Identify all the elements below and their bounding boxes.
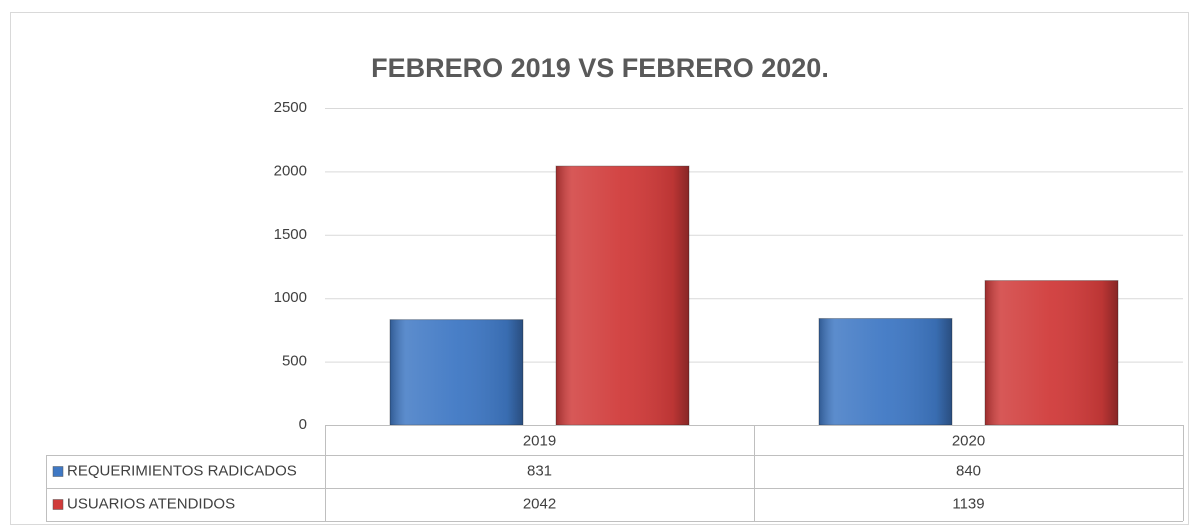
legend-label: USUARIOS ATENDIDOS (67, 495, 235, 512)
bar-shade (556, 166, 690, 425)
legend-key (52, 499, 64, 510)
y-tick-label: 2000 (274, 162, 307, 179)
bar-shade (985, 280, 1119, 425)
legend-key (52, 466, 64, 477)
chart-title: FEBRERO 2019 VS FEBRERO 2020. (371, 53, 829, 83)
y-tick-label: 500 (282, 353, 307, 370)
table-value: 840 (956, 462, 981, 479)
x-tick-label: 2020 (952, 432, 985, 449)
y-tick-label: 1000 (274, 289, 307, 306)
bar-shade (818, 318, 952, 425)
table-value: 1139 (952, 495, 984, 512)
y-tick-label: 2500 (274, 99, 307, 116)
y-tick-label: 1500 (274, 226, 307, 243)
legend-label: REQUERIMIENTOS RADICADOS (67, 462, 297, 479)
y-tick-label: 0 (299, 416, 307, 433)
table-value: 2042 (523, 495, 556, 512)
x-tick-label: 2019 (523, 432, 556, 449)
bar-shade (389, 319, 523, 425)
table-value: 831 (527, 462, 552, 479)
